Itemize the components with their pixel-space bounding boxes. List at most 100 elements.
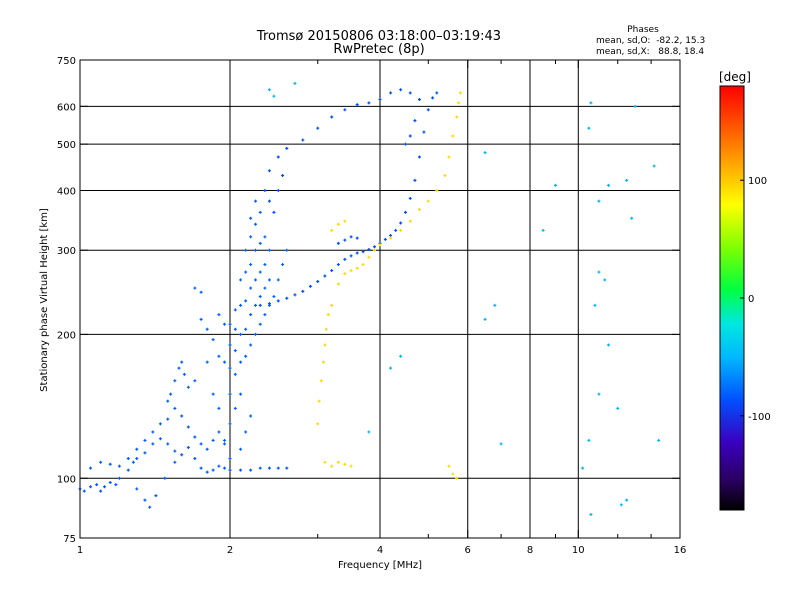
data-point: [163, 476, 167, 480]
data-point: [272, 295, 276, 299]
data-point: [389, 236, 393, 240]
data-point: [239, 332, 243, 336]
data-point: [263, 286, 267, 290]
data-point: [177, 366, 181, 370]
data-point: [308, 284, 312, 288]
data-point: [173, 406, 177, 410]
data-point: [239, 303, 243, 307]
data-point: [417, 155, 421, 159]
data-point: [263, 313, 267, 317]
data-point: [435, 91, 439, 95]
data-point: [253, 303, 257, 307]
data-point: [343, 219, 347, 223]
data-point: [451, 472, 455, 476]
data-point: [399, 228, 403, 232]
data-point: [135, 447, 139, 451]
data-point: [373, 248, 377, 252]
data-point: [239, 392, 243, 396]
data-point: [199, 290, 203, 294]
data-point: [173, 379, 177, 383]
chart-title: Tromsø 20150806 03:18:00–03:19:43: [256, 29, 501, 44]
data-point: [228, 366, 232, 370]
data-point: [108, 480, 112, 484]
data-point: [426, 108, 430, 112]
data-point: [258, 322, 262, 326]
data-point: [413, 178, 417, 182]
y-tick-label: 100: [57, 474, 76, 485]
data-point: [630, 216, 634, 220]
data-point: [244, 299, 248, 303]
data-point: [267, 302, 271, 306]
data-point: [228, 456, 232, 460]
data-point: [607, 343, 611, 347]
data-point: [223, 466, 227, 470]
data-points: [78, 81, 661, 516]
data-point: [228, 343, 232, 347]
data-point: [625, 178, 629, 182]
data-point: [108, 462, 112, 466]
data-point: [82, 489, 86, 493]
data-point: [399, 221, 403, 225]
x-tick-label: 2: [227, 545, 233, 556]
data-point: [143, 498, 147, 502]
data-point: [253, 199, 257, 203]
data-point: [324, 327, 328, 331]
data-point: [589, 512, 593, 516]
data-point: [186, 445, 190, 449]
phases-line-o: mean, sd,O: -82.2, 15.3: [596, 36, 705, 46]
x-tick-label: 10: [572, 545, 585, 556]
data-point: [343, 257, 347, 261]
data-point: [316, 126, 320, 130]
data-point: [223, 442, 227, 446]
data-point: [483, 151, 487, 155]
data-point: [211, 438, 215, 442]
data-point: [403, 142, 407, 146]
data-point: [239, 468, 243, 472]
data-point: [378, 243, 382, 247]
data-point: [205, 360, 209, 364]
data-point: [249, 286, 253, 290]
data-point: [355, 266, 359, 270]
data-point: [343, 238, 347, 242]
data-point: [447, 464, 451, 468]
data-point: [383, 237, 387, 241]
data-point: [593, 303, 597, 307]
data-point: [169, 392, 173, 396]
data-point: [249, 263, 253, 267]
data-point: [95, 483, 99, 487]
data-point: [253, 332, 257, 336]
data-point: [258, 466, 262, 470]
data-point: [394, 228, 398, 232]
data-point: [126, 468, 130, 472]
data-point: [607, 183, 611, 187]
data-point: [587, 438, 591, 442]
x-tick-label: 4: [377, 545, 383, 556]
data-point: [154, 494, 158, 498]
data-point: [151, 442, 155, 446]
data-point: [616, 406, 620, 410]
data-point: [367, 101, 371, 105]
data-point: [193, 456, 197, 460]
y-tick-label: 750: [57, 56, 76, 67]
grid-lines: [80, 60, 680, 538]
data-point: [217, 406, 221, 410]
colorbar-label: [deg]: [719, 70, 751, 84]
data-point: [336, 241, 340, 245]
data-point: [223, 438, 227, 442]
y-axis-label: Stationary phase Virtual Height [km]: [39, 208, 50, 392]
data-point: [217, 354, 221, 358]
data-point: [652, 164, 656, 168]
data-point: [455, 115, 459, 119]
data-point: [417, 208, 421, 212]
data-point: [114, 483, 118, 487]
data-point: [135, 456, 139, 460]
data-point: [258, 295, 262, 299]
data-point: [267, 278, 271, 282]
data-point: [249, 343, 253, 347]
data-point: [276, 299, 280, 303]
data-point: [99, 489, 103, 493]
data-point: [408, 196, 412, 200]
data-point: [589, 101, 593, 105]
data-point: [135, 487, 139, 491]
data-point: [89, 485, 93, 489]
